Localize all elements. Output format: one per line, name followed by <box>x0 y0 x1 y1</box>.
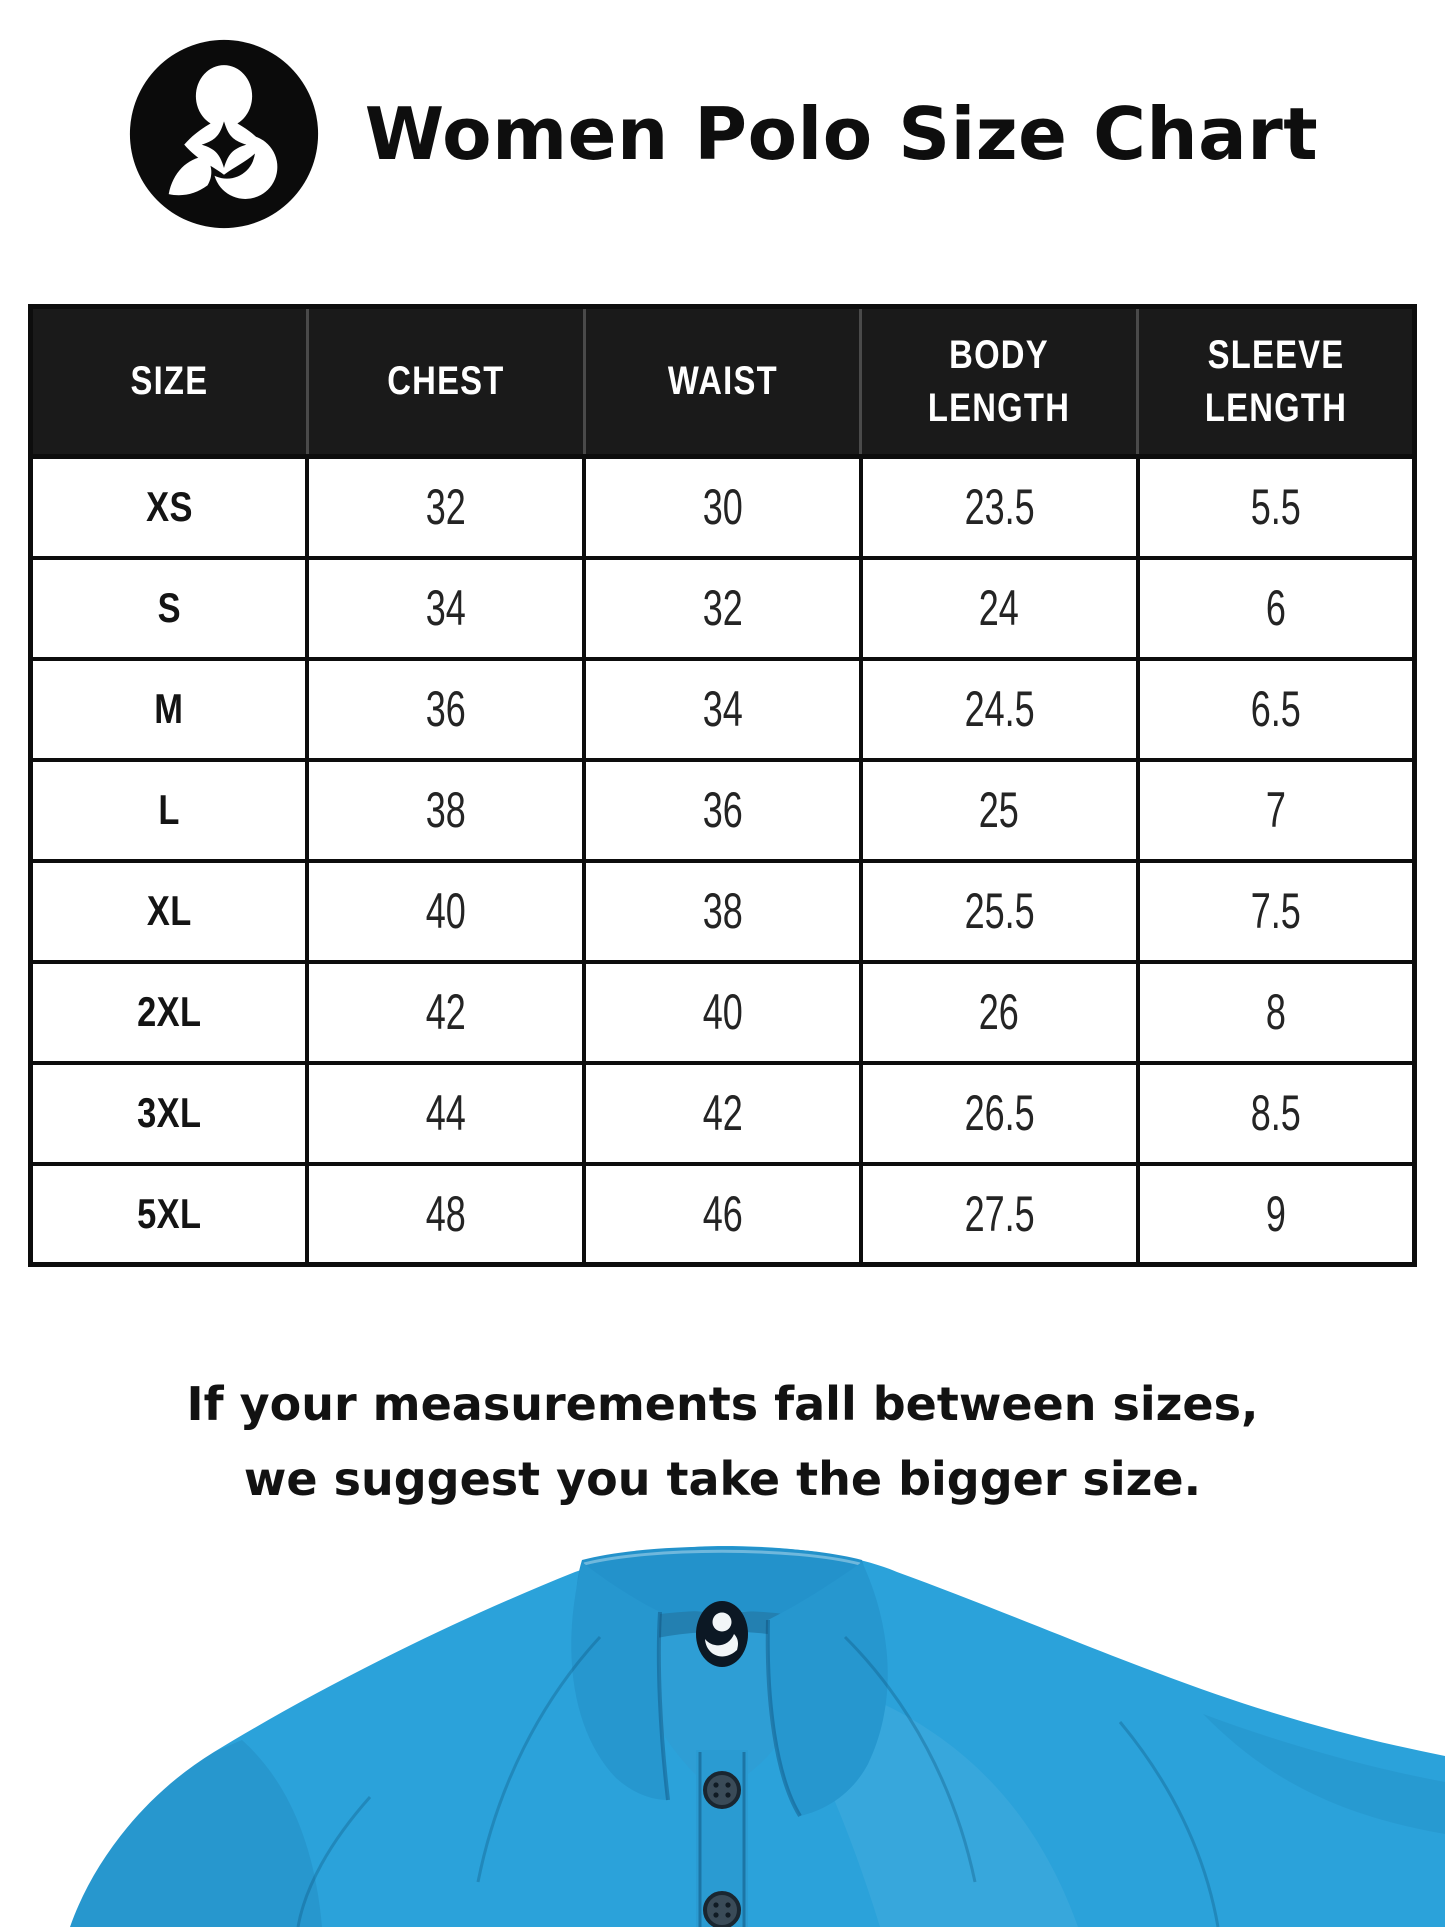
column-header-size: SIZE <box>30 306 308 459</box>
sleeve-length-value: 8 <box>1265 984 1286 1040</box>
body-length-value: 27.5 <box>964 1185 1035 1242</box>
size-note: If your measurements fall between sizes,… <box>0 1367 1445 1516</box>
table-row: S 34 32 24 6 <box>28 555 1417 661</box>
waist-value: 32 <box>702 580 743 636</box>
column-header-label: SLEEVE LENGTH <box>1204 332 1347 430</box>
body-length-value: 24.5 <box>964 681 1035 737</box>
column-header-label: CHEST <box>387 359 505 404</box>
sleeve-length-value: 5.5 <box>1250 479 1301 536</box>
size-note-line2: we suggest you take the bigger size. <box>243 1451 1202 1506</box>
waist-value: 38 <box>702 883 743 939</box>
size-label: S <box>157 584 181 631</box>
sleeve-length-value: 6 <box>1265 580 1286 636</box>
column-header-sleeve-length: SLEEVE LENGTH <box>1136 306 1415 459</box>
size-label: XL <box>146 887 192 934</box>
size-chart-table: SIZE CHEST WAIST BODY LENGTH SLEEVE LENG… <box>28 304 1417 1267</box>
sleeve-length-value: 7 <box>1265 782 1286 838</box>
sleeve-length-value: 8.5 <box>1250 1085 1301 1141</box>
polo-collar-right <box>765 1562 888 1818</box>
table-row: L 38 36 25 7 <box>28 757 1417 863</box>
waist-value: 40 <box>702 984 743 1040</box>
chest-value: 40 <box>425 883 466 939</box>
sleeve-length-value: 6.5 <box>1250 681 1301 737</box>
body-length-value: 25 <box>979 782 1020 838</box>
page-title: Women Polo Size Chart <box>364 92 1319 176</box>
chest-value: 44 <box>425 1085 466 1141</box>
chest-value: 32 <box>425 479 466 536</box>
table-row: M 36 34 24.5 6.5 <box>28 656 1417 762</box>
size-label: 3XL <box>136 1089 202 1136</box>
body-length-value: 25.5 <box>964 883 1035 939</box>
chest-value: 38 <box>425 782 466 838</box>
polo-seams <box>296 1635 1220 1927</box>
column-header-label: BODY LENGTH <box>928 332 1071 430</box>
size-label: L <box>158 786 180 833</box>
waist-value: 36 <box>702 782 743 838</box>
size-label: 5XL <box>136 1189 202 1237</box>
size-label: 2XL <box>136 988 202 1035</box>
column-header-label: WAIST <box>667 359 778 404</box>
chest-value: 42 <box>425 984 466 1040</box>
brand-header: Women Polo Size Chart <box>0 0 1445 232</box>
polo-button-top <box>703 1771 741 1809</box>
waist-value: 46 <box>702 1185 743 1242</box>
chest-value: 36 <box>425 681 466 737</box>
table-row: XS 32 30 23.5 5.5 <box>28 454 1417 560</box>
collar-tag-logo-icon <box>696 1601 748 1667</box>
waist-value: 42 <box>702 1085 743 1141</box>
body-length-value: 26.5 <box>964 1085 1035 1141</box>
column-header-waist: WAIST <box>582 306 861 459</box>
body-length-value: 26 <box>979 984 1020 1040</box>
body-length-value: 24 <box>979 580 1020 636</box>
body-length-value: 23.5 <box>964 479 1035 536</box>
table-row: XL 40 38 25.5 7.5 <box>28 858 1417 964</box>
table-row: 3XL 44 42 26.5 8.5 <box>28 1060 1417 1166</box>
table-header-row: SIZE CHEST WAIST BODY LENGTH SLEEVE LENG… <box>30 306 1415 459</box>
polo-collar-left <box>571 1562 670 1801</box>
table-row: 5XL 48 46 27.5 9 <box>28 1161 1417 1267</box>
column-header-body-length: BODY LENGTH <box>859 306 1138 459</box>
sleeve-length-value: 7.5 <box>1250 883 1301 939</box>
polo-button-bottom <box>703 1891 741 1927</box>
chest-value: 48 <box>425 1185 466 1242</box>
chest-value: 34 <box>425 580 466 636</box>
column-header-label: SIZE <box>130 359 209 404</box>
column-header-chest: CHEST <box>305 306 585 459</box>
sleeve-length-value: 9 <box>1265 1185 1286 1242</box>
table-row: 2XL 42 40 26 8 <box>28 959 1417 1065</box>
size-label: XS <box>145 483 193 531</box>
brand-logo-icon <box>127 37 321 231</box>
waist-value: 34 <box>702 681 743 737</box>
size-note-line1: If your measurements fall between sizes, <box>186 1377 1259 1431</box>
size-label: M <box>154 685 184 732</box>
waist-value: 30 <box>702 479 743 536</box>
polo-shirt-image <box>0 1542 1445 1927</box>
